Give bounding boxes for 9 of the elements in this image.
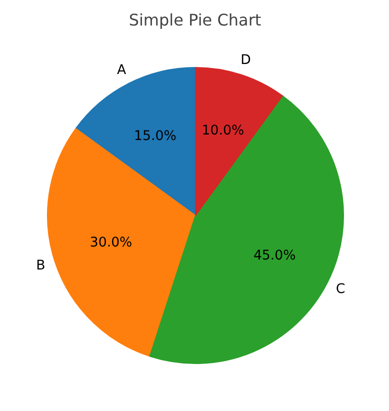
slice-label: A <box>117 62 126 78</box>
slice-label: B <box>36 258 46 274</box>
slice-label: D <box>240 53 251 68</box>
data-label: 30.0% <box>90 235 132 250</box>
slice-label: C <box>336 282 346 297</box>
data-label: 45.0% <box>253 248 296 264</box>
chart-title: Simple Pie Chart <box>128 10 262 30</box>
data-label: 10.0% <box>202 124 244 139</box>
data-label: 15.0% <box>134 128 176 144</box>
